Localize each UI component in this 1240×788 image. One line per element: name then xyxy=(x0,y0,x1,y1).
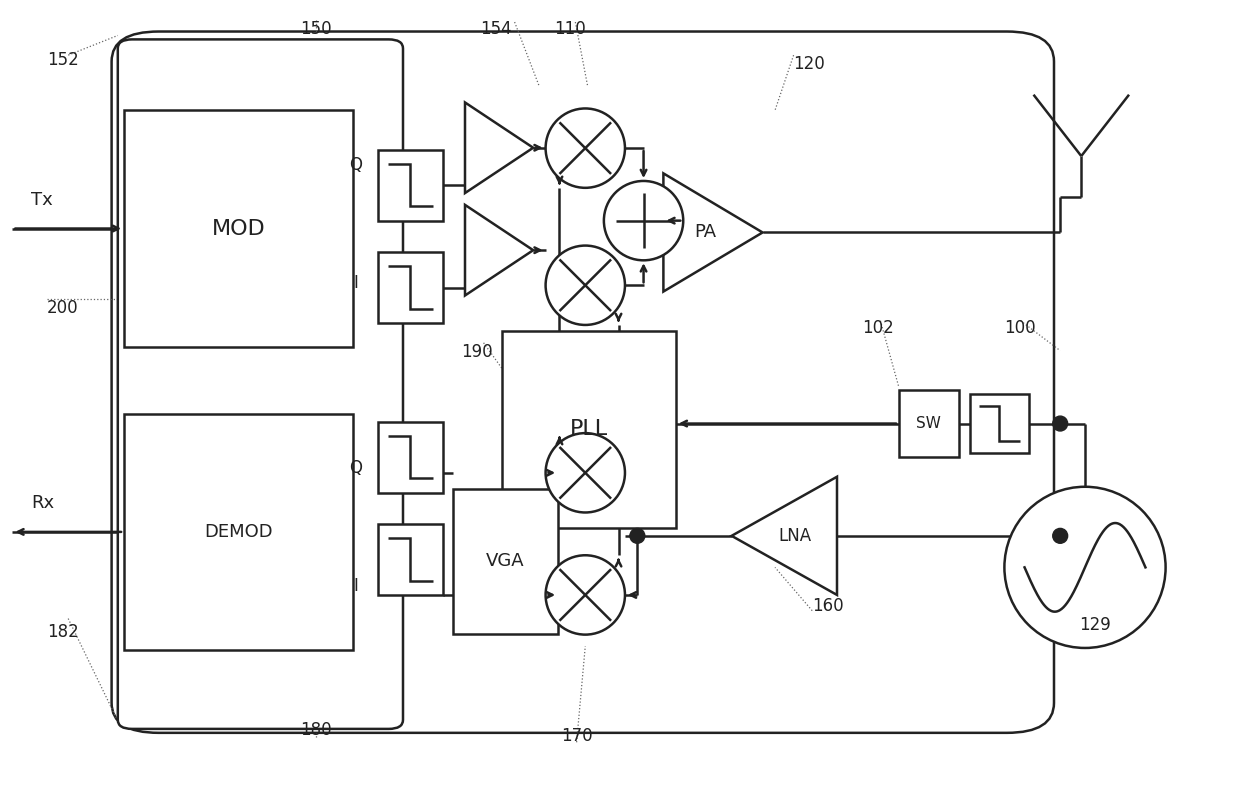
Ellipse shape xyxy=(1053,416,1068,431)
Ellipse shape xyxy=(630,529,645,543)
Text: 110: 110 xyxy=(554,20,587,38)
Text: 152: 152 xyxy=(47,51,79,69)
Ellipse shape xyxy=(546,556,625,634)
Text: MOD: MOD xyxy=(212,218,265,239)
Text: SW: SW xyxy=(916,416,941,431)
Bar xyxy=(124,414,353,650)
Text: 154: 154 xyxy=(480,20,512,38)
Polygon shape xyxy=(465,102,533,193)
Text: 180: 180 xyxy=(300,721,332,739)
Text: VGA: VGA xyxy=(486,552,525,571)
Text: 160: 160 xyxy=(812,597,844,615)
Text: DEMOD: DEMOD xyxy=(205,523,273,541)
Ellipse shape xyxy=(1053,529,1068,543)
Bar xyxy=(124,110,353,347)
Polygon shape xyxy=(465,205,533,296)
Ellipse shape xyxy=(1004,487,1166,648)
FancyBboxPatch shape xyxy=(118,39,403,729)
Bar xyxy=(378,422,443,492)
Polygon shape xyxy=(732,477,837,595)
Polygon shape xyxy=(663,173,763,292)
Bar xyxy=(378,150,443,221)
Text: PLL: PLL xyxy=(570,419,608,440)
Bar xyxy=(378,524,443,595)
Text: 190: 190 xyxy=(461,343,494,361)
Bar xyxy=(899,390,959,457)
Text: I: I xyxy=(353,578,358,595)
Text: Q: Q xyxy=(350,156,362,173)
Text: LNA: LNA xyxy=(779,527,811,545)
Text: Rx: Rx xyxy=(31,494,55,512)
Text: 170: 170 xyxy=(560,727,593,745)
Bar xyxy=(378,252,443,323)
Text: Q: Q xyxy=(350,459,362,477)
Text: 102: 102 xyxy=(862,319,894,337)
Text: Tx: Tx xyxy=(31,191,53,209)
Bar xyxy=(502,331,676,528)
Text: 100: 100 xyxy=(1004,319,1037,337)
Ellipse shape xyxy=(546,109,625,188)
Ellipse shape xyxy=(546,433,625,512)
Bar xyxy=(453,489,558,634)
Ellipse shape xyxy=(546,246,625,325)
Text: 182: 182 xyxy=(47,623,79,641)
Text: 150: 150 xyxy=(300,20,332,38)
Text: I: I xyxy=(353,274,358,292)
FancyBboxPatch shape xyxy=(112,32,1054,733)
Text: 129: 129 xyxy=(1079,616,1111,634)
Text: 120: 120 xyxy=(794,55,826,73)
Text: PA: PA xyxy=(694,224,717,241)
Ellipse shape xyxy=(604,181,683,260)
Bar xyxy=(970,394,1029,453)
Text: 200: 200 xyxy=(47,299,79,318)
